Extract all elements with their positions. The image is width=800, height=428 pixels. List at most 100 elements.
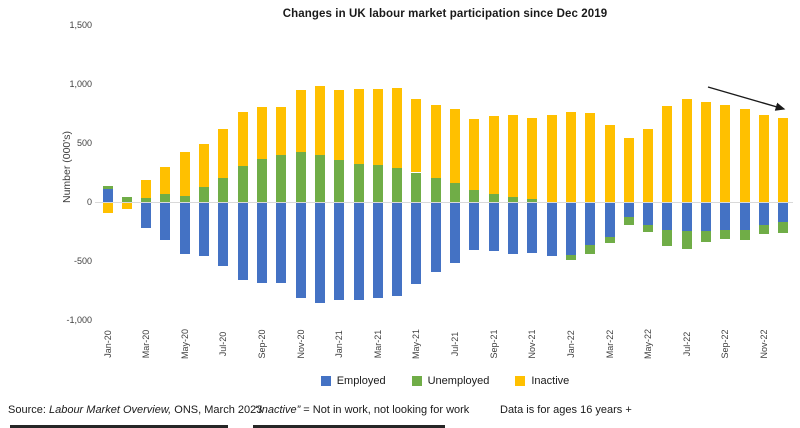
bar-segment-unemployed-May-20: [179, 195, 190, 202]
bar-segment-employed-Dec-20: [314, 203, 325, 304]
x-tick-label-Mar-20: Mar-20: [141, 329, 152, 359]
source-suffix: ONS, March 2023: [171, 404, 263, 416]
bar-segment-employed-Sep-21: [488, 203, 499, 252]
bar-segment-employed-Nov-20: [295, 203, 306, 298]
bar-segment-employed-Nov-22: [759, 203, 770, 225]
bar-segment-unemployed-Jul-22: [681, 230, 692, 249]
y-tick-label: 1,000: [69, 78, 92, 89]
y-tick-label: -500: [73, 255, 92, 266]
x-tick-label-Sep-20: Sep-20: [256, 329, 267, 359]
source-note: Source: Labour Market Overview, ONS, Mar…: [8, 404, 262, 416]
bar-segment-employed-Apr-20: [160, 203, 171, 240]
bar-segment-employed-Jan-22: [565, 203, 576, 255]
bar-segment-inactive-Mar-21: [372, 88, 383, 166]
x-tick-label-Jan-22: Jan-22: [565, 330, 576, 358]
bar-segment-inactive-Jul-22: [681, 99, 692, 202]
bar-segment-employed-Jul-21: [450, 203, 461, 263]
bar-segment-inactive-Feb-21: [353, 88, 364, 164]
bar-segment-unemployed-May-21: [411, 172, 422, 202]
bar-segment-inactive-Jul-21: [450, 109, 461, 184]
trend-arrow-icon: [707, 86, 786, 111]
bar-segment-unemployed-Sep-20: [256, 158, 267, 202]
x-tick-label-Jul-21: Jul-21: [450, 331, 461, 357]
bar-segment-inactive-Dec-21: [546, 115, 557, 202]
bar-segment-unemployed-Feb-20: [121, 197, 132, 202]
bar-segment-unemployed-Jun-22: [662, 229, 673, 247]
legend-item-unemployed: Unemployed: [411, 375, 489, 387]
bar-segment-unemployed-Mar-20: [141, 197, 152, 202]
y-tick-label: 500: [76, 137, 92, 148]
x-tick-label-May-22: May-22: [643, 329, 654, 360]
bar-segment-unemployed-Feb-21: [353, 163, 364, 202]
note-body: = Not in work, not looking for work: [300, 404, 470, 416]
bar-segment-unemployed-Jun-20: [199, 187, 210, 202]
bar-segment-inactive-May-20: [179, 152, 190, 196]
bar-segment-employed-Aug-22: [701, 203, 712, 232]
y-tick-label: 1,500: [69, 19, 92, 30]
bar-segment-employed-Apr-22: [623, 203, 634, 218]
bar-segment-employed-Jan-20: [102, 189, 113, 202]
x-tick-label-Nov-22: Nov-22: [759, 329, 770, 359]
bar-segment-unemployed-Nov-20: [295, 152, 306, 202]
bar-segment-inactive-Jun-21: [430, 104, 441, 178]
bar-segment-unemployed-Oct-20: [276, 155, 287, 202]
bar-segment-inactive-Apr-22: [623, 138, 634, 202]
bar-segment-employed-Aug-20: [237, 203, 248, 281]
bar-segment-unemployed-Dec-22: [778, 222, 789, 234]
x-tick-label-Jan-20: Jan-20: [102, 330, 113, 358]
chart-title: Changes in UK labour market participatio…: [282, 8, 608, 20]
bar-segment-employed-Oct-21: [508, 203, 518, 254]
inactive-definition-note: “Inactive” = Not in work, not looking fo…: [255, 404, 469, 416]
bar-segment-inactive-Nov-21: [527, 117, 538, 200]
bar-segment-employed-Sep-20: [256, 203, 267, 284]
bar-segment-employed-Mar-22: [604, 203, 615, 238]
x-tick-label-May-20: May-20: [179, 329, 190, 360]
legend-item-inactive: Inactive: [515, 375, 569, 387]
bar-segment-employed-Aug-21: [469, 203, 480, 251]
bar-segment-unemployed-Mar-21: [372, 165, 383, 202]
bar-segment-unemployed-Oct-22: [739, 230, 750, 240]
legend-label-inactive: Inactive: [531, 375, 570, 387]
bar-segment-unemployed-Apr-22: [623, 217, 634, 225]
x-tick-label-Jul-22: Jul-22: [681, 331, 692, 357]
bar-segment-unemployed-Mar-22: [604, 237, 615, 243]
bar-segment-unemployed-Oct-21: [508, 197, 518, 202]
chart-legend: Employed Unemployed Inactive: [95, 375, 795, 387]
x-tick-label-May-21: May-21: [411, 329, 422, 360]
bar-segment-unemployed-Apr-20: [160, 194, 171, 202]
bar-segment-unemployed-Jul-20: [218, 178, 229, 202]
bar-segment-inactive-Apr-21: [392, 88, 403, 169]
bar-segment-unemployed-Nov-21: [527, 199, 538, 202]
bar-segment-employed-Jul-20: [218, 203, 229, 266]
bar-segment-employed-Mar-21: [372, 203, 383, 298]
bar-segment-inactive-Aug-20: [237, 112, 248, 166]
bar-segment-unemployed-Jan-22: [565, 254, 576, 260]
bar-segment-unemployed-May-22: [643, 225, 654, 232]
bottom-crop-line-right: [253, 425, 445, 428]
bar-segment-employed-Dec-21: [546, 203, 557, 257]
x-tick-label-Sep-22: Sep-22: [720, 329, 731, 359]
bar-segment-inactive-Oct-22: [739, 108, 750, 202]
bar-segment-inactive-Oct-21: [508, 115, 518, 198]
bar-segment-unemployed-Apr-21: [392, 168, 403, 202]
legend-label-employed: Employed: [336, 375, 386, 387]
bar-segment-inactive-Feb-22: [585, 112, 596, 202]
bar-segment-employed-Oct-22: [739, 203, 750, 231]
bar-segment-employed-Nov-21: [527, 203, 538, 253]
bar-segment-unemployed-Aug-22: [701, 231, 712, 242]
bar-segment-employed-Sep-22: [720, 203, 731, 230]
bar-segment-employed-Oct-20: [276, 203, 287, 284]
y-axis-title: Number (000's): [61, 130, 73, 204]
x-tick-label-Mar-21: Mar-21: [372, 329, 383, 359]
bar-segment-unemployed-Dec-20: [314, 154, 325, 202]
bar-segment-employed-Mar-20: [141, 203, 152, 229]
x-tick-label-Jan-21: Jan-21: [334, 330, 345, 358]
bar-segment-unemployed-Jan-21: [334, 159, 345, 202]
bar-segment-employed-Apr-21: [392, 203, 403, 297]
bar-segment-inactive-Jul-20: [218, 128, 229, 179]
bar-segment-unemployed-Aug-21: [469, 189, 480, 202]
bar-segment-employed-Jun-21: [430, 203, 441, 273]
ages-note: Data is for ages 16 years +: [500, 404, 632, 416]
bar-segment-inactive-Sep-22: [720, 105, 731, 202]
